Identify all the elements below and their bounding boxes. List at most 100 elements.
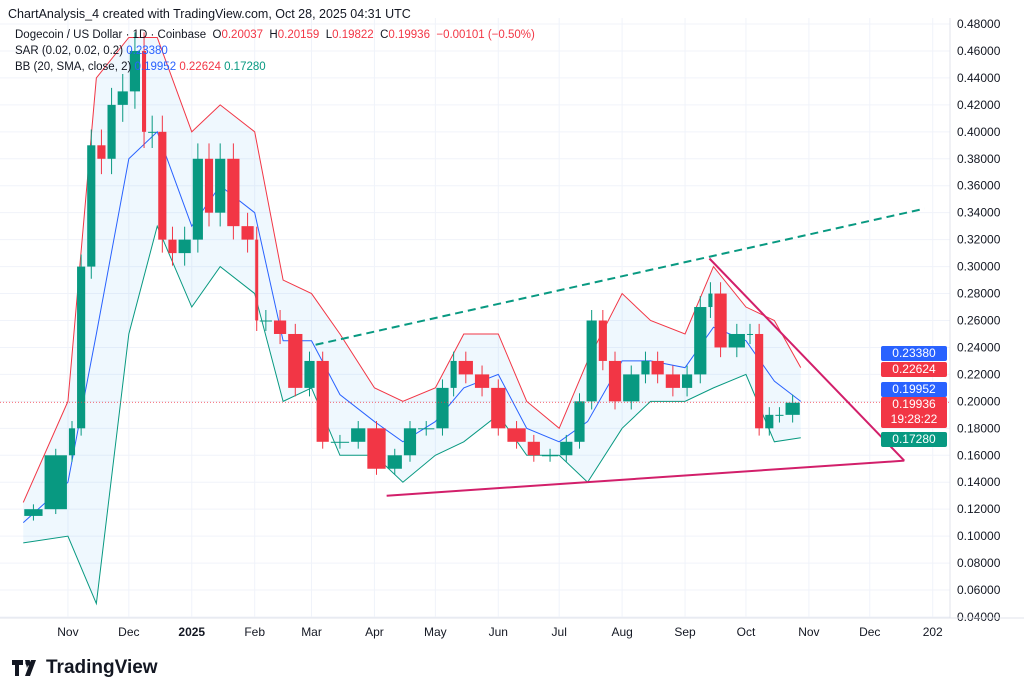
bb-upper-line [22, 36, 802, 503]
sar-price-tag: 0.23380 [881, 346, 947, 361]
candle-body [746, 333, 754, 335]
x-tick-label: Jun [489, 625, 508, 639]
candle-body [178, 239, 191, 254]
y-tick-label: 0.46000 [957, 44, 1001, 58]
x-tick-label: Dec [118, 625, 139, 639]
x-tick-label: Aug [611, 625, 632, 639]
high-label: H [269, 29, 278, 41]
candle-body [623, 374, 640, 402]
candle-body [527, 441, 540, 456]
candle-body [316, 360, 329, 442]
candle-body [87, 145, 96, 267]
high-value: 0.20159 [277, 29, 320, 41]
symbol-legend: Dogecoin / US Dollar · 1D · Coinbase O0.… [15, 29, 535, 41]
candle-body [44, 455, 67, 510]
bb-label: BB (20, SMA, close, 2) [15, 61, 132, 73]
y-tick-label: 0.26000 [957, 314, 1001, 328]
x-tick-label: Nov [57, 625, 78, 639]
open-label: O [212, 29, 222, 41]
bb-lower-line [23, 224, 801, 606]
candle-body [304, 360, 315, 388]
candle-body [651, 360, 664, 375]
candle-body [148, 131, 157, 133]
candle-body [97, 145, 106, 159]
y-tick-label: 0.10000 [957, 529, 1001, 543]
bb-basis-price-tag: 0.19952 [881, 382, 947, 397]
close-label: C [380, 29, 389, 41]
y-tick-label: 0.32000 [957, 233, 1001, 247]
candle-body [708, 293, 713, 308]
open-value: 0.20037 [221, 29, 264, 41]
candle-body [227, 158, 240, 227]
candle-body [255, 239, 259, 321]
bb-lower-value: 0.17280 [224, 61, 266, 73]
candle-body [129, 50, 141, 92]
candle-body [403, 428, 417, 456]
close-value: 0.19936 [388, 29, 430, 41]
candle-body [142, 50, 147, 132]
sar-legend[interactable]: SAR (0.02, 0.02, 0.2) 0.23380 [15, 45, 168, 57]
y-tick-label: 0.36000 [957, 179, 1001, 193]
x-tick-label: Nov [798, 625, 819, 639]
candle-body [418, 428, 435, 430]
x-tick-label: Sep [674, 625, 696, 639]
candle-body [117, 91, 128, 105]
y-tick-label: 0.44000 [957, 71, 1001, 85]
change-value: −0.00101 (−0.50%) [436, 29, 535, 41]
candle-body [641, 360, 650, 375]
candle-body [77, 266, 86, 429]
candle-body [474, 374, 490, 388]
y-tick-label: 0.28000 [957, 287, 1001, 301]
bb-upper-price-tag: 0.22624 [881, 362, 947, 377]
candle-body [775, 414, 784, 416]
candle-body [755, 333, 764, 429]
candle-body [586, 320, 597, 402]
x-tick-label: Oct [737, 625, 756, 639]
candle-body [273, 320, 287, 334]
candle-body [560, 441, 573, 456]
candle-body [436, 387, 449, 429]
sar-label: SAR (0.02, 0.02, 0.2) [15, 45, 124, 57]
y-tick-label: 0.24000 [957, 340, 1001, 354]
bar-countdown: 19:28:22 [890, 412, 938, 426]
low-value: 0.19822 [332, 29, 374, 41]
candle-body [491, 387, 506, 429]
y-tick-label: 0.14000 [957, 475, 1001, 489]
tradingview-brand: TradingView [46, 657, 158, 678]
x-tick-label: 2025 [178, 625, 205, 639]
candle-body [458, 360, 473, 375]
candle-body [351, 428, 366, 442]
symbol-name[interactable]: Dogecoin / US Dollar · 1D · Coinbase [15, 29, 207, 41]
y-tick-label: 0.18000 [957, 421, 1001, 435]
candle-body [192, 158, 203, 240]
y-tick-label: 0.22000 [957, 367, 1001, 381]
candle-body [608, 360, 622, 402]
candle-body [204, 158, 214, 213]
candle-body [215, 158, 226, 213]
candle-body [330, 441, 350, 443]
x-tick-label: Dec [859, 625, 880, 639]
candle-body [259, 320, 272, 322]
candle-body [665, 374, 680, 388]
trendline-2 [386, 459, 905, 497]
candle-body [107, 104, 116, 159]
tradingview-logo[interactable]: TradingView [12, 657, 158, 679]
candle-body [574, 401, 585, 442]
candle-body [728, 333, 745, 348]
y-tick-label: 0.30000 [957, 260, 1001, 274]
y-tick-label: 0.06000 [957, 583, 1001, 597]
candle-body [24, 509, 43, 516]
y-tick-label: 0.20000 [957, 394, 1001, 408]
trendline-1 [315, 207, 925, 346]
y-tick-label: 0.48000 [957, 17, 1001, 31]
y-tick-label: 0.12000 [957, 502, 1001, 516]
chart-header: ChartAnalysis_4 created with TradingView… [8, 7, 411, 21]
y-tick-label: 0.42000 [957, 98, 1001, 112]
candle-body [168, 239, 177, 254]
candle-body [598, 320, 607, 361]
bb-legend[interactable]: BB (20, SMA, close, 2) 0.19952 0.22624 0… [15, 61, 266, 73]
candle-body [450, 360, 457, 388]
x-tick-label: 202 [923, 625, 943, 639]
candle-body [694, 307, 707, 375]
